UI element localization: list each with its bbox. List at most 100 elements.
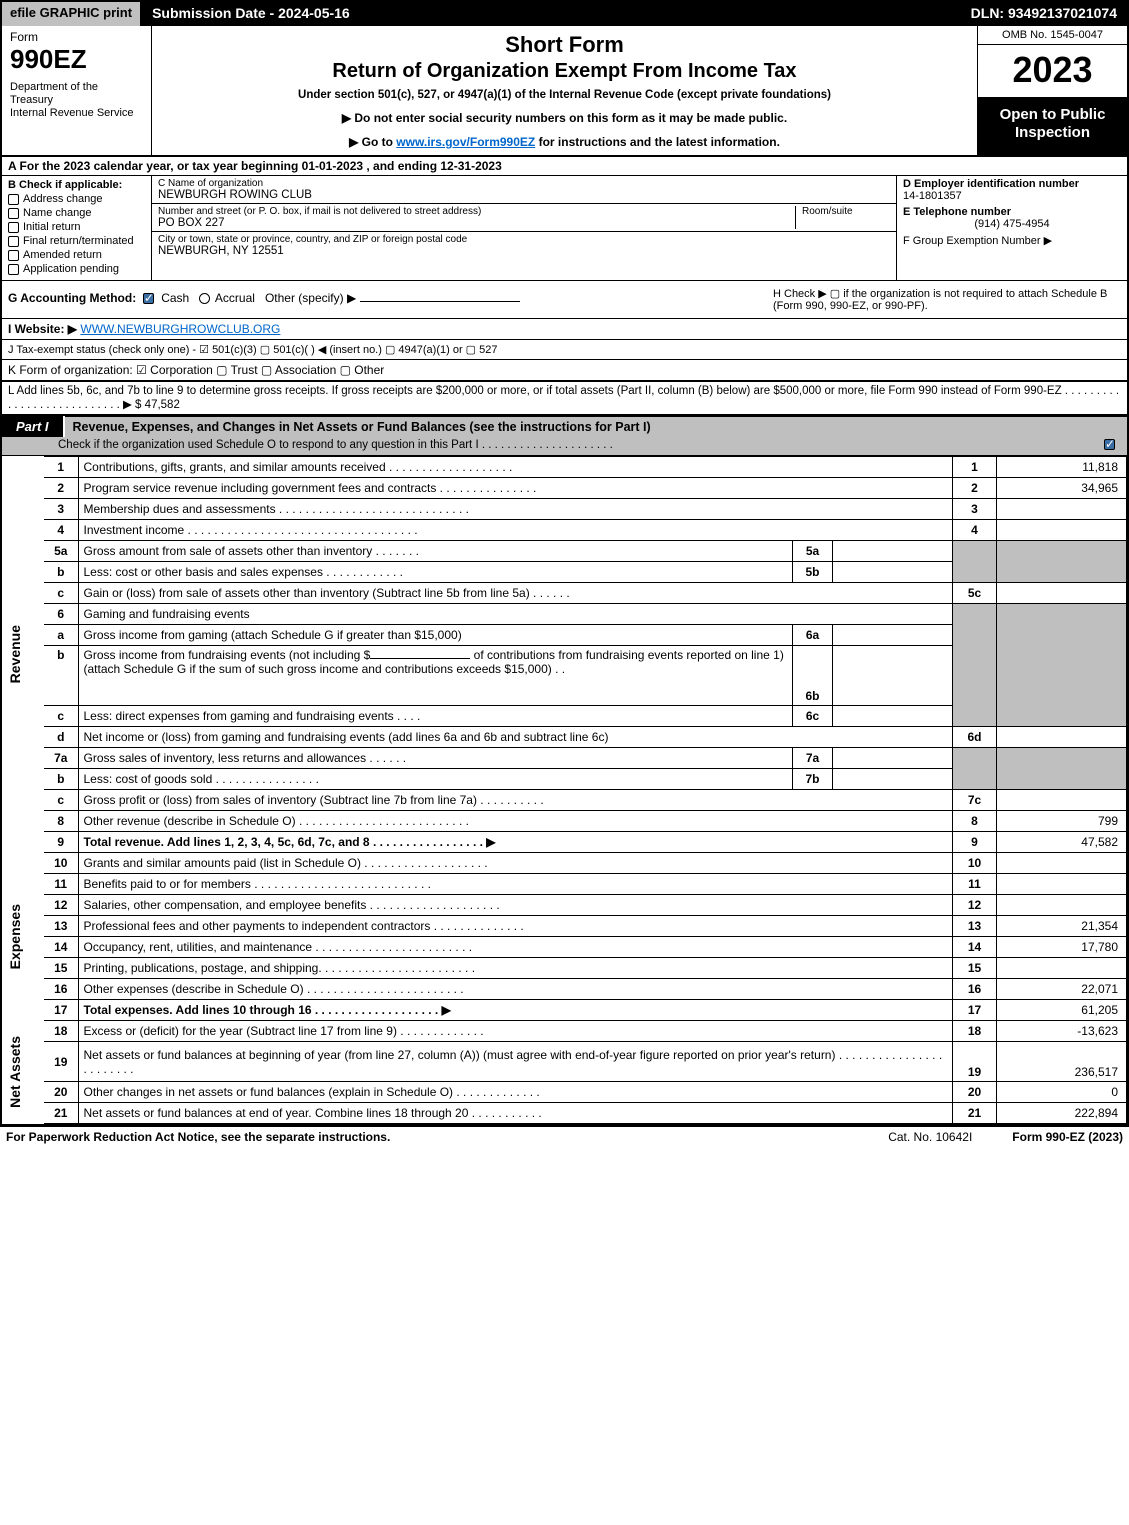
ein-value: 14-1801357 bbox=[903, 190, 1121, 202]
check-name-change[interactable]: Name change bbox=[8, 207, 145, 219]
line-7ab-shade bbox=[953, 748, 997, 790]
line-7b-midval bbox=[833, 769, 953, 790]
line-2-val: 34,965 bbox=[997, 478, 1127, 499]
inspection-badge: Open to Public Inspection bbox=[978, 98, 1127, 155]
website-label: I Website: ▶ bbox=[8, 322, 77, 336]
line-12-no: 12 bbox=[44, 895, 78, 916]
line-6c-no: c bbox=[44, 706, 78, 727]
line-9-num: 9 bbox=[953, 832, 997, 853]
footer-form: Form 990-EZ (2023) bbox=[1012, 1130, 1123, 1144]
line-18-val: -13,623 bbox=[997, 1021, 1127, 1042]
group-exemption-label: F Group Exemption Number ▶ bbox=[903, 234, 1121, 247]
line-19-desc: Net assets or fund balances at beginning… bbox=[78, 1042, 953, 1082]
note2-pre: ▶ Go to bbox=[349, 135, 396, 149]
line-8-desc: Other revenue (describe in Schedule O) .… bbox=[78, 811, 953, 832]
line-5c-no: c bbox=[44, 583, 78, 604]
line-7a-no: 7a bbox=[44, 748, 78, 769]
line-17-no: 17 bbox=[44, 1000, 78, 1021]
line-21-val: 222,894 bbox=[997, 1103, 1127, 1124]
check-final-return[interactable]: Final return/terminated bbox=[8, 235, 145, 247]
line-5b-midval bbox=[833, 562, 953, 583]
line-17-desc: Total expenses. Add lines 10 through 16 … bbox=[78, 1000, 953, 1021]
line-2-desc: Program service revenue including govern… bbox=[78, 478, 953, 499]
efile-print-button[interactable]: efile GRAPHIC print bbox=[2, 2, 142, 26]
phone-value: (914) 475-4954 bbox=[903, 218, 1121, 230]
org-name-cell: C Name of organization NEWBURGH ROWING C… bbox=[152, 176, 896, 204]
line-3-num: 3 bbox=[953, 499, 997, 520]
form-number: 990EZ bbox=[10, 44, 143, 75]
line-6abc-shadeval bbox=[997, 604, 1127, 727]
line-3-no: 3 bbox=[44, 499, 78, 520]
line-12-num: 12 bbox=[953, 895, 997, 916]
footer: For Paperwork Reduction Act Notice, see … bbox=[0, 1126, 1129, 1147]
line-18-num: 18 bbox=[953, 1021, 997, 1042]
line-16-desc: Other expenses (describe in Schedule O) … bbox=[78, 979, 953, 1000]
line-6d-desc: Net income or (loss) from gaming and fun… bbox=[78, 727, 953, 748]
line-5b-no: b bbox=[44, 562, 78, 583]
line-5c-desc: Gain or (loss) from sale of assets other… bbox=[78, 583, 953, 604]
line-4-no: 4 bbox=[44, 520, 78, 541]
g-cash: Cash bbox=[161, 291, 189, 305]
line-2-no: 2 bbox=[44, 478, 78, 499]
line-16-val: 22,071 bbox=[997, 979, 1127, 1000]
footer-left: For Paperwork Reduction Act Notice, see … bbox=[6, 1130, 390, 1144]
ein-label: D Employer identification number bbox=[903, 178, 1121, 190]
line-5b-mid: 5b bbox=[793, 562, 833, 583]
form-container: efile GRAPHIC print Submission Date - 20… bbox=[0, 0, 1129, 1126]
city-cell: City or town, state or province, country… bbox=[152, 232, 896, 259]
form-header: Form 990EZ Department of the Treasury In… bbox=[2, 26, 1127, 157]
check-initial-return[interactable]: Initial return bbox=[8, 221, 145, 233]
line-20-no: 20 bbox=[44, 1082, 78, 1103]
header-right: OMB No. 1545-0047 2023 Open to Public In… bbox=[977, 26, 1127, 155]
line-11-desc: Benefits paid to or for members . . . . … bbox=[78, 874, 953, 895]
line-7ab-shadeval bbox=[997, 748, 1127, 790]
tax-year: 2023 bbox=[978, 45, 1127, 98]
line-6b-desc: Gross income from fundraising events (no… bbox=[78, 646, 793, 706]
line-7c-num: 7c bbox=[953, 790, 997, 811]
line-14-desc: Occupancy, rent, utilities, and maintena… bbox=[78, 937, 953, 958]
top-bar: efile GRAPHIC print Submission Date - 20… bbox=[2, 2, 1127, 26]
street-cell: Number and street (or P. O. box, if mail… bbox=[152, 204, 896, 232]
section-b-head: B Check if applicable: bbox=[8, 179, 145, 191]
header-left: Form 990EZ Department of the Treasury In… bbox=[2, 26, 152, 155]
phone-label: E Telephone number bbox=[903, 206, 1121, 218]
line-17-val: 61,205 bbox=[997, 1000, 1127, 1021]
line-19-val: 236,517 bbox=[997, 1042, 1127, 1082]
website-link[interactable]: WWW.NEWBURGHROWCLUB.ORG bbox=[80, 322, 280, 336]
schedule-b-check: H Check ▶ ▢ if the organization is not r… bbox=[767, 281, 1127, 318]
line-18-no: 18 bbox=[44, 1021, 78, 1042]
check-amended-return[interactable]: Amended return bbox=[8, 249, 145, 261]
g-other-input[interactable] bbox=[360, 301, 520, 302]
header-center: Short Form Return of Organization Exempt… bbox=[152, 26, 977, 155]
gross-receipts-row: L Add lines 5b, 6c, and 7b to line 9 to … bbox=[2, 382, 1127, 416]
line-19-num: 19 bbox=[953, 1042, 997, 1082]
line-6b-blank[interactable] bbox=[370, 658, 470, 659]
line-6c-mid: 6c bbox=[793, 706, 833, 727]
form-of-organization: K Form of organization: ☑ Corporation ▢ … bbox=[2, 360, 1127, 382]
line-14-num: 14 bbox=[953, 937, 997, 958]
line-7b-mid: 7b bbox=[793, 769, 833, 790]
line-16-no: 16 bbox=[44, 979, 78, 1000]
line-9-desc: Total revenue. Add lines 1, 2, 3, 4, 5c,… bbox=[78, 832, 953, 853]
line-8-no: 8 bbox=[44, 811, 78, 832]
check-application-pending[interactable]: Application pending bbox=[8, 263, 145, 275]
line-4-val bbox=[997, 520, 1127, 541]
city-label: City or town, state or province, country… bbox=[158, 234, 890, 245]
line-2-num: 2 bbox=[953, 478, 997, 499]
line-6b-no: b bbox=[44, 646, 78, 706]
check-cash[interactable] bbox=[143, 293, 154, 304]
form-note-1: ▶ Do not enter social security numbers o… bbox=[162, 111, 967, 125]
line-20-val: 0 bbox=[997, 1082, 1127, 1103]
line-3-desc: Membership dues and assessments . . . . … bbox=[78, 499, 953, 520]
section-b: B Check if applicable: Address change Na… bbox=[2, 176, 152, 280]
check-accrual[interactable] bbox=[199, 293, 210, 304]
row-l-value: 47,582 bbox=[145, 399, 180, 411]
line-11-num: 11 bbox=[953, 874, 997, 895]
form-title-2: Return of Organization Exempt From Incom… bbox=[162, 60, 967, 83]
line-12-desc: Salaries, other compensation, and employ… bbox=[78, 895, 953, 916]
line-1-val: 11,818 bbox=[997, 457, 1127, 478]
irs-link[interactable]: www.irs.gov/Form990EZ bbox=[396, 135, 535, 149]
check-address-change[interactable]: Address change bbox=[8, 193, 145, 205]
schedule-o-checkbox[interactable] bbox=[1104, 439, 1115, 450]
line-6a-desc: Gross income from gaming (attach Schedul… bbox=[78, 625, 793, 646]
